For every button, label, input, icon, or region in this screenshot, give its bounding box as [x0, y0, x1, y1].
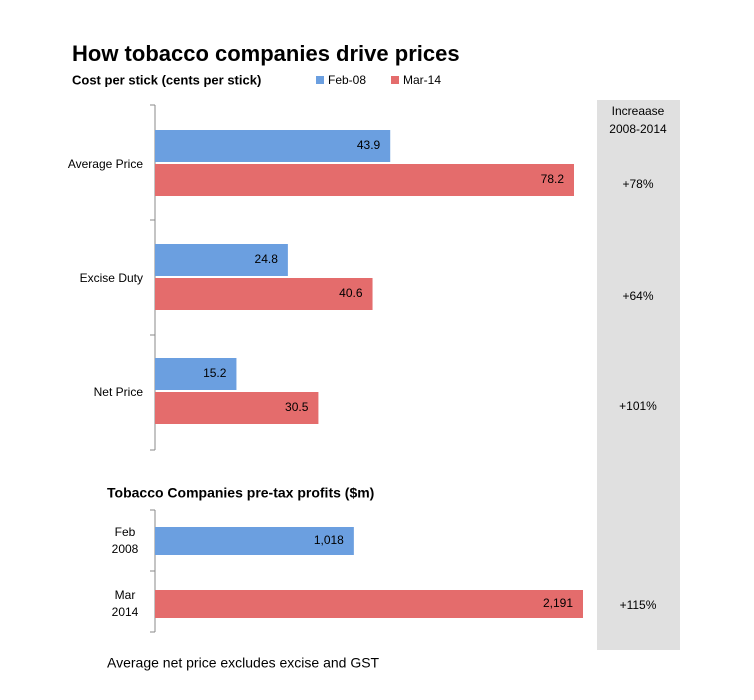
panel-header: 2008-2014: [609, 122, 667, 136]
bar: [155, 130, 391, 162]
y-tick-label: Feb 2008: [112, 525, 139, 556]
bar: [155, 392, 319, 424]
chart-title: Tobacco Companies pre-tax profits ($m): [107, 485, 374, 501]
y-tick-label: Mar 2014: [112, 588, 139, 619]
data-label: 15.2: [203, 366, 227, 380]
panel-value: +64%: [622, 289, 653, 303]
data-label: 43.9: [357, 138, 381, 152]
chart-subtitle: Cost per stick (cents per stick): [72, 72, 261, 87]
bar: [155, 527, 354, 555]
bar: [155, 358, 237, 390]
data-label: 2,191: [543, 596, 573, 610]
legend-label: Feb-08: [328, 73, 366, 87]
y-tick-label: Net Price: [94, 385, 144, 399]
bar: [155, 590, 583, 618]
legend-swatch: [391, 76, 399, 84]
legend-label: Mar-14: [403, 73, 441, 87]
bar: [155, 164, 574, 196]
legend-swatch: [316, 76, 324, 84]
data-label: 1,018: [314, 533, 344, 547]
data-label: 40.6: [339, 286, 363, 300]
chart-title: How tobacco companies drive prices: [72, 41, 460, 66]
panel-value: +101%: [619, 399, 657, 413]
bar: [155, 244, 288, 276]
panel-header: Increaase: [612, 104, 665, 118]
panel-value: +115%: [620, 598, 657, 612]
data-label: 30.5: [285, 400, 309, 414]
panel-value: +78%: [622, 177, 653, 191]
bar: [155, 278, 373, 310]
data-label: 78.2: [541, 172, 565, 186]
side-panel: [597, 100, 680, 650]
data-label: 24.8: [255, 252, 279, 266]
y-tick-label: Average Price: [68, 157, 143, 171]
footnote: Average net price excludes excise and GS…: [107, 655, 380, 671]
y-tick-label: Excise Duty: [80, 271, 143, 285]
